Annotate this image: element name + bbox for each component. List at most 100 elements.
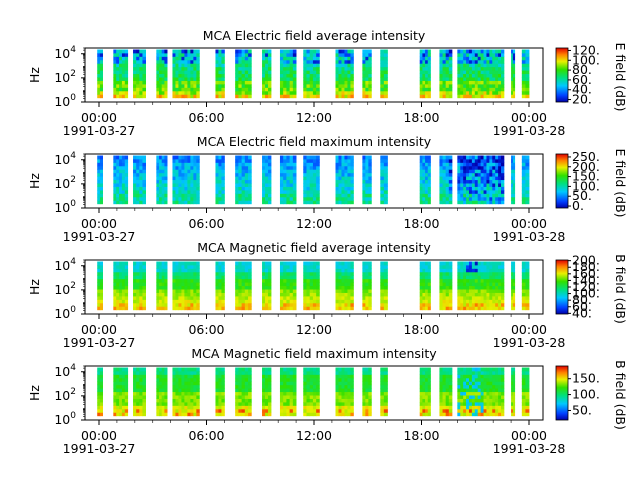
cell	[486, 70, 490, 75]
cell	[218, 169, 222, 174]
cell	[419, 183, 423, 187]
cell	[121, 292, 126, 297]
cell	[97, 158, 101, 163]
cell	[483, 176, 487, 181]
cell	[159, 94, 163, 99]
cell	[463, 193, 467, 198]
cell	[471, 398, 476, 403]
cell	[196, 193, 200, 198]
cell	[501, 183, 505, 187]
cell	[248, 80, 252, 85]
cell	[178, 391, 182, 396]
cell	[463, 412, 467, 417]
cell	[289, 70, 294, 75]
cell	[181, 66, 185, 71]
cell	[244, 189, 249, 194]
cell	[116, 169, 120, 174]
cell	[471, 374, 476, 379]
cell	[512, 94, 516, 99]
cell	[241, 176, 246, 181]
cell	[181, 165, 185, 170]
cell	[156, 388, 160, 393]
cell	[445, 268, 450, 273]
cell	[279, 189, 284, 194]
cell	[119, 155, 123, 160]
cell	[175, 70, 179, 75]
cell	[99, 56, 103, 61]
cell	[265, 189, 269, 194]
cell	[344, 52, 348, 57]
cell	[380, 398, 385, 403]
cell	[156, 278, 160, 283]
cell	[292, 282, 297, 287]
cell	[368, 306, 372, 311]
cell	[292, 186, 297, 191]
cell	[265, 412, 269, 417]
cell	[380, 401, 385, 406]
cell	[335, 374, 339, 379]
cell	[498, 176, 502, 181]
cell	[347, 398, 351, 403]
cell	[244, 384, 249, 389]
cell	[99, 289, 103, 293]
cell	[289, 271, 294, 276]
cell	[457, 391, 461, 396]
cell	[347, 388, 351, 393]
cell	[383, 388, 388, 393]
cell	[344, 374, 348, 379]
cell	[457, 172, 461, 177]
cell	[306, 261, 311, 266]
cell	[181, 261, 185, 266]
cell	[422, 186, 426, 191]
cell	[492, 169, 496, 174]
cell	[190, 381, 194, 386]
cell	[286, 299, 291, 304]
cell	[196, 391, 200, 396]
cell	[422, 408, 426, 413]
cell	[262, 299, 266, 304]
cell	[136, 384, 140, 389]
cell	[286, 49, 291, 54]
cell	[341, 186, 345, 191]
cell	[362, 401, 366, 406]
cell	[492, 49, 496, 54]
cell	[383, 306, 388, 311]
cell	[486, 282, 490, 287]
cell	[172, 302, 176, 307]
colorbar-tick-label: 100.	[572, 286, 600, 301]
data-block	[335, 49, 354, 99]
cell	[380, 155, 385, 160]
cell	[347, 261, 351, 266]
cell	[268, 295, 272, 300]
cell	[350, 391, 354, 396]
cell	[347, 83, 351, 88]
cell	[368, 264, 372, 269]
cell	[121, 90, 126, 95]
cell	[365, 94, 369, 99]
cell	[221, 289, 225, 293]
cell	[181, 384, 185, 389]
cell	[113, 49, 117, 54]
cell	[139, 292, 143, 297]
cell	[341, 179, 345, 184]
cell	[457, 306, 461, 311]
cell	[350, 282, 354, 287]
cell	[142, 158, 146, 163]
cell	[292, 381, 297, 386]
cell	[347, 73, 351, 78]
cell	[265, 292, 269, 297]
cell	[279, 289, 284, 293]
cell	[425, 275, 429, 280]
cell	[309, 401, 314, 406]
cell	[425, 412, 429, 417]
cell	[178, 282, 182, 287]
cell	[283, 289, 287, 293]
cell	[383, 370, 388, 375]
y-axis-label: Hz	[27, 67, 42, 83]
cell	[495, 94, 499, 99]
cell	[368, 52, 372, 57]
cell	[178, 94, 182, 99]
cell	[383, 271, 388, 276]
cell	[347, 295, 351, 300]
cell	[142, 94, 146, 99]
